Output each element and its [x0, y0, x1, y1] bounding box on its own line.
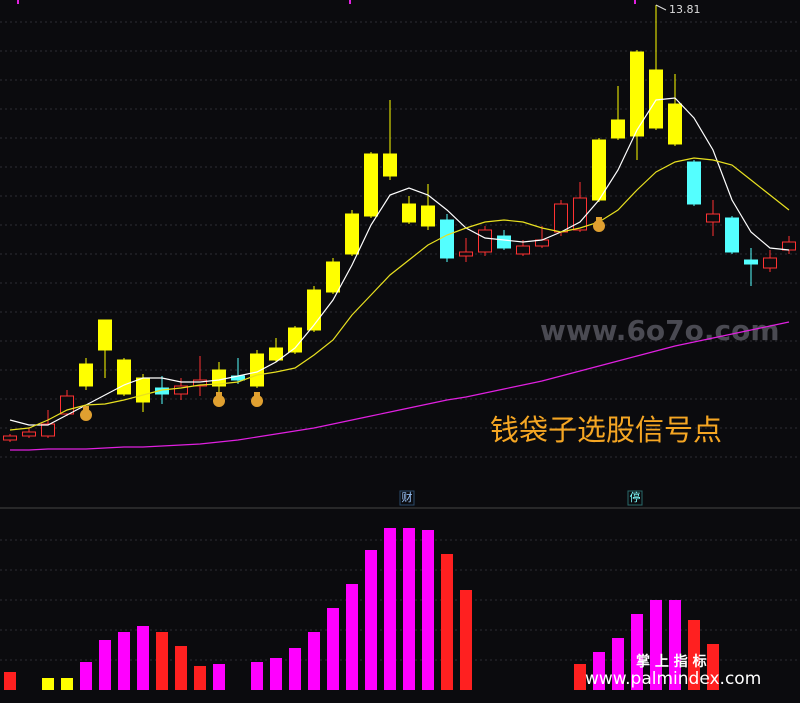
bar [137, 626, 149, 690]
bar [707, 644, 719, 690]
candle-body [725, 217, 739, 253]
bar [327, 608, 339, 690]
marker-box [627, 490, 643, 506]
watermark: www.palmindex.com [585, 669, 761, 689]
moving-average [9, 97, 790, 426]
bar [346, 584, 358, 690]
bar [631, 614, 643, 690]
grid [0, 21, 800, 661]
candle-body [687, 161, 701, 205]
candle-body [212, 369, 226, 387]
bar [4, 672, 16, 690]
candle-body [250, 353, 264, 387]
bar [593, 652, 605, 690]
bar [270, 658, 282, 690]
candle-body [307, 289, 321, 331]
bar [403, 528, 415, 690]
candle-body [174, 385, 188, 395]
candle-body [782, 241, 796, 251]
candle-body [516, 245, 530, 255]
candle-body [763, 257, 777, 269]
moving-average [10, 321, 790, 451]
bar [156, 632, 168, 690]
bar [669, 600, 681, 690]
max-pointer [655, 4, 667, 11]
indicator-panel [4, 528, 719, 690]
candle-body [668, 103, 682, 145]
bar [384, 528, 396, 690]
bar [308, 632, 320, 690]
watermark: 掌 上 指 标 [636, 653, 707, 670]
bar [99, 640, 111, 690]
candle-body [630, 51, 644, 137]
candle-body [60, 395, 74, 415]
bar [365, 550, 377, 690]
bar [574, 664, 586, 690]
bar [251, 662, 263, 690]
bar [175, 646, 187, 690]
bar [194, 666, 206, 690]
bar [688, 620, 700, 690]
candle-body [98, 319, 112, 351]
candle-body [3, 435, 17, 441]
candle-body [41, 423, 55, 437]
money-bag [593, 217, 605, 232]
marker-box [399, 490, 415, 506]
candle-body [326, 261, 340, 293]
watermark: www.6o7o.com [540, 314, 780, 347]
max-label: 13.81 [669, 3, 701, 16]
candle-body [478, 229, 492, 253]
bar [42, 678, 54, 690]
bar [61, 678, 73, 690]
bar [441, 554, 453, 690]
candle-body [573, 197, 587, 231]
marker: 停 [630, 490, 641, 504]
candle-body [459, 251, 473, 257]
candle-body [364, 153, 378, 217]
candle-body [706, 213, 720, 223]
price-panel: 13.81 [3, 3, 796, 451]
candle-body [383, 153, 397, 177]
candle-body [269, 347, 283, 361]
candle-body [440, 219, 454, 259]
signal-icons [80, 217, 605, 421]
bar [650, 600, 662, 690]
candle-body [117, 359, 131, 395]
marker: 财 [402, 490, 413, 504]
bar [422, 530, 434, 690]
candle-body [744, 259, 758, 265]
bar [118, 632, 130, 690]
money-bag [80, 406, 92, 421]
moving-average [9, 157, 790, 431]
bar [460, 590, 472, 690]
bar [213, 664, 225, 690]
candle-body [592, 139, 606, 201]
candle-body [79, 363, 93, 387]
candle-body [611, 119, 625, 139]
candle-body [402, 203, 416, 223]
candle-body [421, 205, 435, 227]
candle-body [22, 431, 36, 437]
money-bag [213, 392, 225, 407]
candle-body [193, 379, 207, 387]
bar [289, 648, 301, 690]
annotation: 钱袋子选股信号点 [490, 413, 722, 447]
candle-body [155, 387, 169, 395]
bar [612, 638, 624, 690]
money-bag [251, 392, 263, 407]
candle-body [497, 235, 511, 249]
candle-body [554, 203, 568, 233]
candle-body [345, 213, 359, 255]
bar [80, 662, 92, 690]
candle-body [136, 377, 150, 403]
